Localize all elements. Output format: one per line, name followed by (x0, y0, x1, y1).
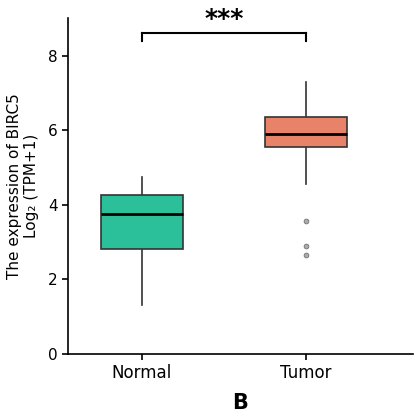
X-axis label: B: B (233, 393, 248, 413)
Text: ***: *** (204, 8, 244, 31)
Y-axis label: The expression of BIRC5
Log₂ (TPM+1): The expression of BIRC5 Log₂ (TPM+1) (7, 93, 39, 279)
Bar (265, 117, 347, 147)
Bar (101, 195, 183, 249)
